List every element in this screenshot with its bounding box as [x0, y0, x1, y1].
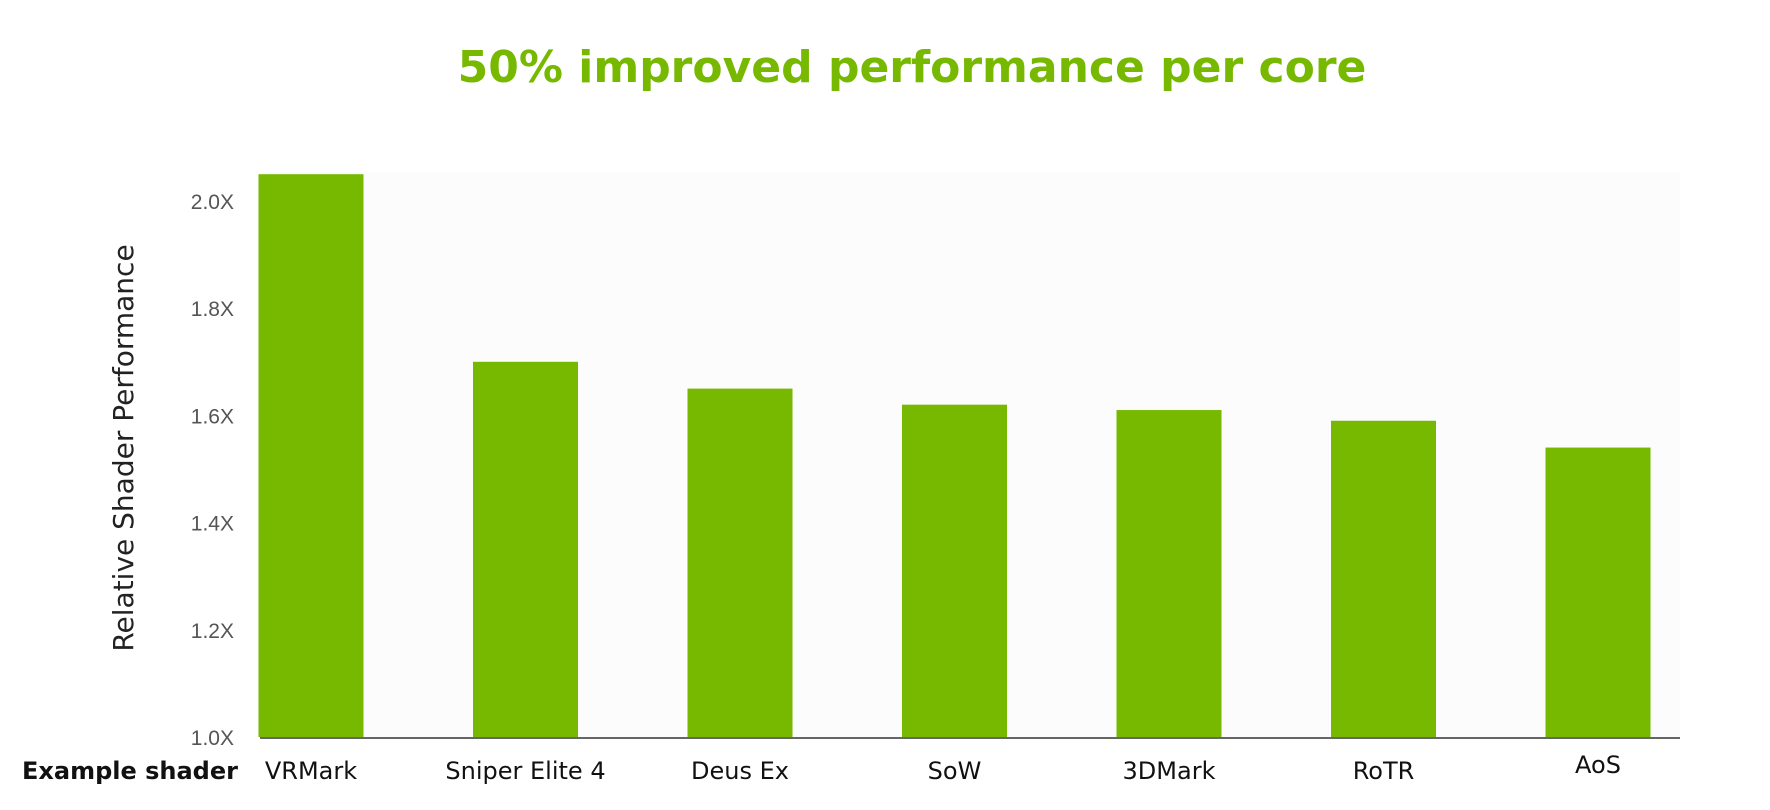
bar-sniper-elite-4 [473, 361, 578, 737]
bar-vrmark [258, 174, 364, 737]
bar-sow [902, 404, 1007, 737]
bars [258, 174, 1651, 737]
chart-title: 50% improved performance per core [458, 42, 1367, 93]
y-tick-label: 1.8X [191, 298, 234, 321]
x-tick-label: AoS [1575, 751, 1621, 779]
x-tick-label: RoTR [1353, 757, 1415, 785]
bar-3dmark [1116, 410, 1222, 737]
y-tick-label: 2.0X [191, 191, 234, 214]
y-tick-label: 1.4X [191, 513, 234, 536]
x-tick-label: Sniper Elite 4 [445, 757, 605, 785]
x-axis-row-label: Example shader [22, 757, 238, 785]
y-tick-label: 1.2X [191, 620, 234, 643]
y-tick-label: 1.6X [191, 405, 234, 428]
bar-aos [1545, 447, 1651, 737]
x-tick-label: Deus Ex [691, 757, 789, 785]
bar-deus-ex [687, 388, 793, 737]
y-axis-label: Relative Shader Performance [107, 244, 140, 651]
y-tick-label: 1.0X [191, 727, 234, 750]
bar-rotr [1331, 420, 1436, 737]
y-tick-labels: 1.0X 1.2X 1.4X 1.6X 1.8X 2.0X [191, 191, 234, 750]
x-tick-label: VRMark [265, 757, 357, 785]
x-tick-label: SoW [928, 757, 982, 785]
x-tick-label: 3DMark [1123, 757, 1216, 785]
x-tick-labels: VRMark Sniper Elite 4 Deus Ex SoW 3DMark RoTR… [265, 751, 1621, 785]
